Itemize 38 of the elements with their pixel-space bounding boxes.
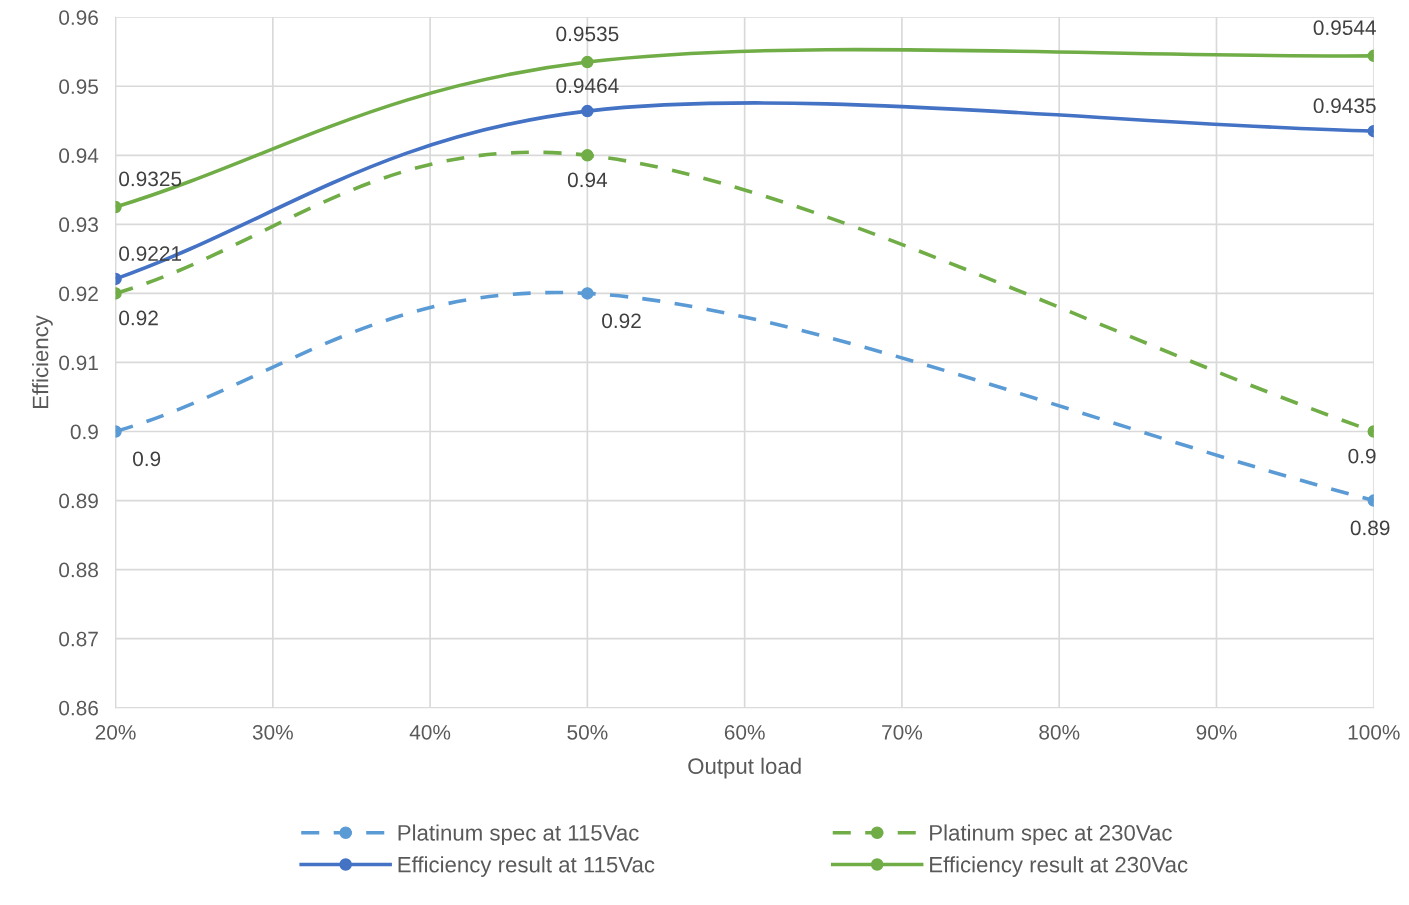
y-axis-title: Efficiency <box>32 315 53 408</box>
y-tick-label: 0.87 <box>59 631 98 647</box>
y-tick-label: 0.94 <box>59 148 99 164</box>
x-tick-label: 90% <box>1196 724 1237 740</box>
y-tick-label: 0.95 <box>59 79 98 94</box>
legend-label: Efficiency result at 230Vac <box>930 856 1188 877</box>
data-label: 0.9544 <box>1313 20 1376 36</box>
y-tick-label: 0.89 <box>59 493 98 509</box>
data-label: 0.92 <box>119 310 158 326</box>
y-tick-label: 0.88 <box>59 562 98 578</box>
x-tick-label: 70% <box>882 724 923 740</box>
data-label: 0.9 <box>1348 448 1376 464</box>
x-tick-label: 50% <box>567 724 608 740</box>
data-label: 0.9 <box>133 451 161 467</box>
data-label: 0.9325 <box>119 171 182 187</box>
x-tick-label: 60% <box>724 724 765 740</box>
x-tick-label: 80% <box>1039 724 1080 740</box>
data-label: 0.94 <box>567 172 608 188</box>
x-tick-label: 30% <box>252 724 293 740</box>
y-tick-label: 0.9 <box>70 424 98 440</box>
x-tick-label: 100% <box>1348 724 1400 740</box>
legend-label: Platinum spec at 115Vac <box>398 824 639 846</box>
data-label: 0.9435 <box>1313 98 1376 114</box>
data-label: 0.9535 <box>556 26 619 42</box>
data-label: 0.89 <box>1350 520 1390 536</box>
y-tick-label: 0.92 <box>59 286 98 302</box>
y-tick-label: 0.96 <box>59 10 98 25</box>
legend-label: Platinum spec at 230Vac <box>930 824 1172 846</box>
x-tick-label: 40% <box>409 724 451 740</box>
x-tick-label: 20% <box>95 724 136 740</box>
y-tick-label: 0.91 <box>59 355 98 371</box>
data-label: 0.9221 <box>119 246 182 261</box>
data-label: 0.9464 <box>556 78 619 94</box>
x-axis-title: Output load <box>688 757 801 779</box>
data-label: 0.92 <box>602 313 641 329</box>
y-tick-label: 0.86 <box>59 700 98 716</box>
y-tick-label: 0.93 <box>59 217 98 233</box>
legend-label: Efficiency result at 115Vac <box>398 856 655 877</box>
